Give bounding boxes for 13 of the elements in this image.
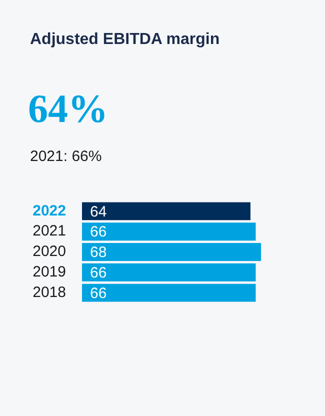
data-label: 66: [90, 284, 107, 302]
y-tick-label: 2022: [32, 202, 66, 220]
data-label: 66: [90, 224, 107, 241]
data-label: 68: [90, 244, 107, 262]
data-label: 64: [90, 203, 107, 220]
y-tick-label: 2020: [32, 243, 66, 260]
text: 64%: [28, 85, 108, 132]
y-tick-label: 2021: [32, 222, 66, 240]
data-label: 66: [90, 264, 107, 282]
y-tick-label: 2018: [32, 284, 66, 301]
text: 2021: 66%: [30, 148, 102, 165]
chart-title: Adjusted EBITDA margin: [30, 31, 220, 49]
y-tick-label: 2019: [32, 264, 66, 281]
